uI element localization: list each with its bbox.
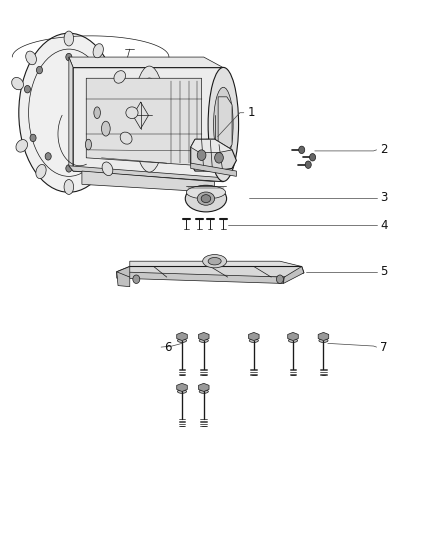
Ellipse shape	[114, 71, 126, 83]
Ellipse shape	[177, 338, 187, 342]
Polygon shape	[117, 272, 284, 284]
Circle shape	[310, 154, 316, 161]
Ellipse shape	[12, 77, 24, 90]
Ellipse shape	[19, 33, 119, 192]
Polygon shape	[86, 78, 201, 166]
Ellipse shape	[26, 51, 36, 64]
Ellipse shape	[199, 390, 208, 393]
Polygon shape	[206, 139, 217, 150]
Text: 5: 5	[380, 265, 387, 278]
Polygon shape	[198, 333, 209, 341]
Ellipse shape	[186, 185, 226, 199]
Polygon shape	[288, 333, 298, 341]
Polygon shape	[191, 163, 237, 176]
Circle shape	[299, 146, 305, 154]
Ellipse shape	[208, 67, 239, 181]
Polygon shape	[191, 139, 232, 152]
Circle shape	[305, 161, 311, 168]
Ellipse shape	[319, 338, 328, 342]
Circle shape	[197, 150, 206, 160]
Circle shape	[116, 109, 122, 116]
Ellipse shape	[133, 66, 166, 172]
Circle shape	[88, 61, 95, 68]
Polygon shape	[218, 97, 232, 152]
Text: 4: 4	[380, 219, 388, 232]
Circle shape	[95, 152, 101, 159]
Circle shape	[133, 275, 140, 284]
Ellipse shape	[64, 31, 74, 46]
Circle shape	[30, 134, 36, 142]
Ellipse shape	[177, 390, 187, 393]
Ellipse shape	[185, 185, 226, 212]
Ellipse shape	[36, 165, 46, 179]
Circle shape	[25, 85, 31, 93]
Text: 7: 7	[380, 341, 388, 353]
Polygon shape	[117, 266, 130, 278]
Ellipse shape	[199, 338, 208, 342]
Ellipse shape	[120, 132, 132, 144]
Polygon shape	[130, 261, 302, 266]
Polygon shape	[177, 333, 187, 341]
Circle shape	[106, 81, 111, 88]
Polygon shape	[248, 333, 259, 341]
Ellipse shape	[138, 78, 161, 160]
Text: 6: 6	[165, 341, 172, 353]
Ellipse shape	[94, 107, 100, 118]
Polygon shape	[69, 57, 73, 171]
Ellipse shape	[197, 192, 215, 205]
Ellipse shape	[102, 121, 110, 136]
Ellipse shape	[102, 162, 113, 175]
Ellipse shape	[85, 139, 92, 150]
Polygon shape	[69, 57, 223, 68]
Ellipse shape	[64, 180, 74, 195]
Polygon shape	[318, 333, 329, 341]
Polygon shape	[82, 171, 215, 192]
Ellipse shape	[208, 257, 221, 265]
Text: 3: 3	[380, 191, 387, 204]
Ellipse shape	[201, 195, 211, 203]
Ellipse shape	[16, 140, 28, 152]
Circle shape	[276, 275, 283, 284]
Ellipse shape	[214, 87, 233, 161]
Polygon shape	[69, 166, 223, 182]
Circle shape	[36, 67, 42, 74]
Circle shape	[215, 152, 223, 163]
Polygon shape	[117, 272, 130, 287]
Text: 1: 1	[247, 106, 255, 119]
Polygon shape	[177, 383, 187, 391]
Polygon shape	[283, 266, 304, 284]
Ellipse shape	[93, 44, 103, 58]
Circle shape	[109, 128, 115, 135]
Circle shape	[66, 165, 72, 172]
Polygon shape	[191, 139, 237, 171]
Polygon shape	[117, 266, 304, 277]
Polygon shape	[198, 383, 209, 391]
Text: 2: 2	[380, 143, 388, 156]
Polygon shape	[73, 68, 223, 182]
Ellipse shape	[203, 255, 226, 268]
Ellipse shape	[249, 338, 258, 342]
Ellipse shape	[126, 107, 138, 118]
Ellipse shape	[288, 338, 297, 342]
Circle shape	[66, 53, 72, 61]
Circle shape	[45, 152, 51, 160]
